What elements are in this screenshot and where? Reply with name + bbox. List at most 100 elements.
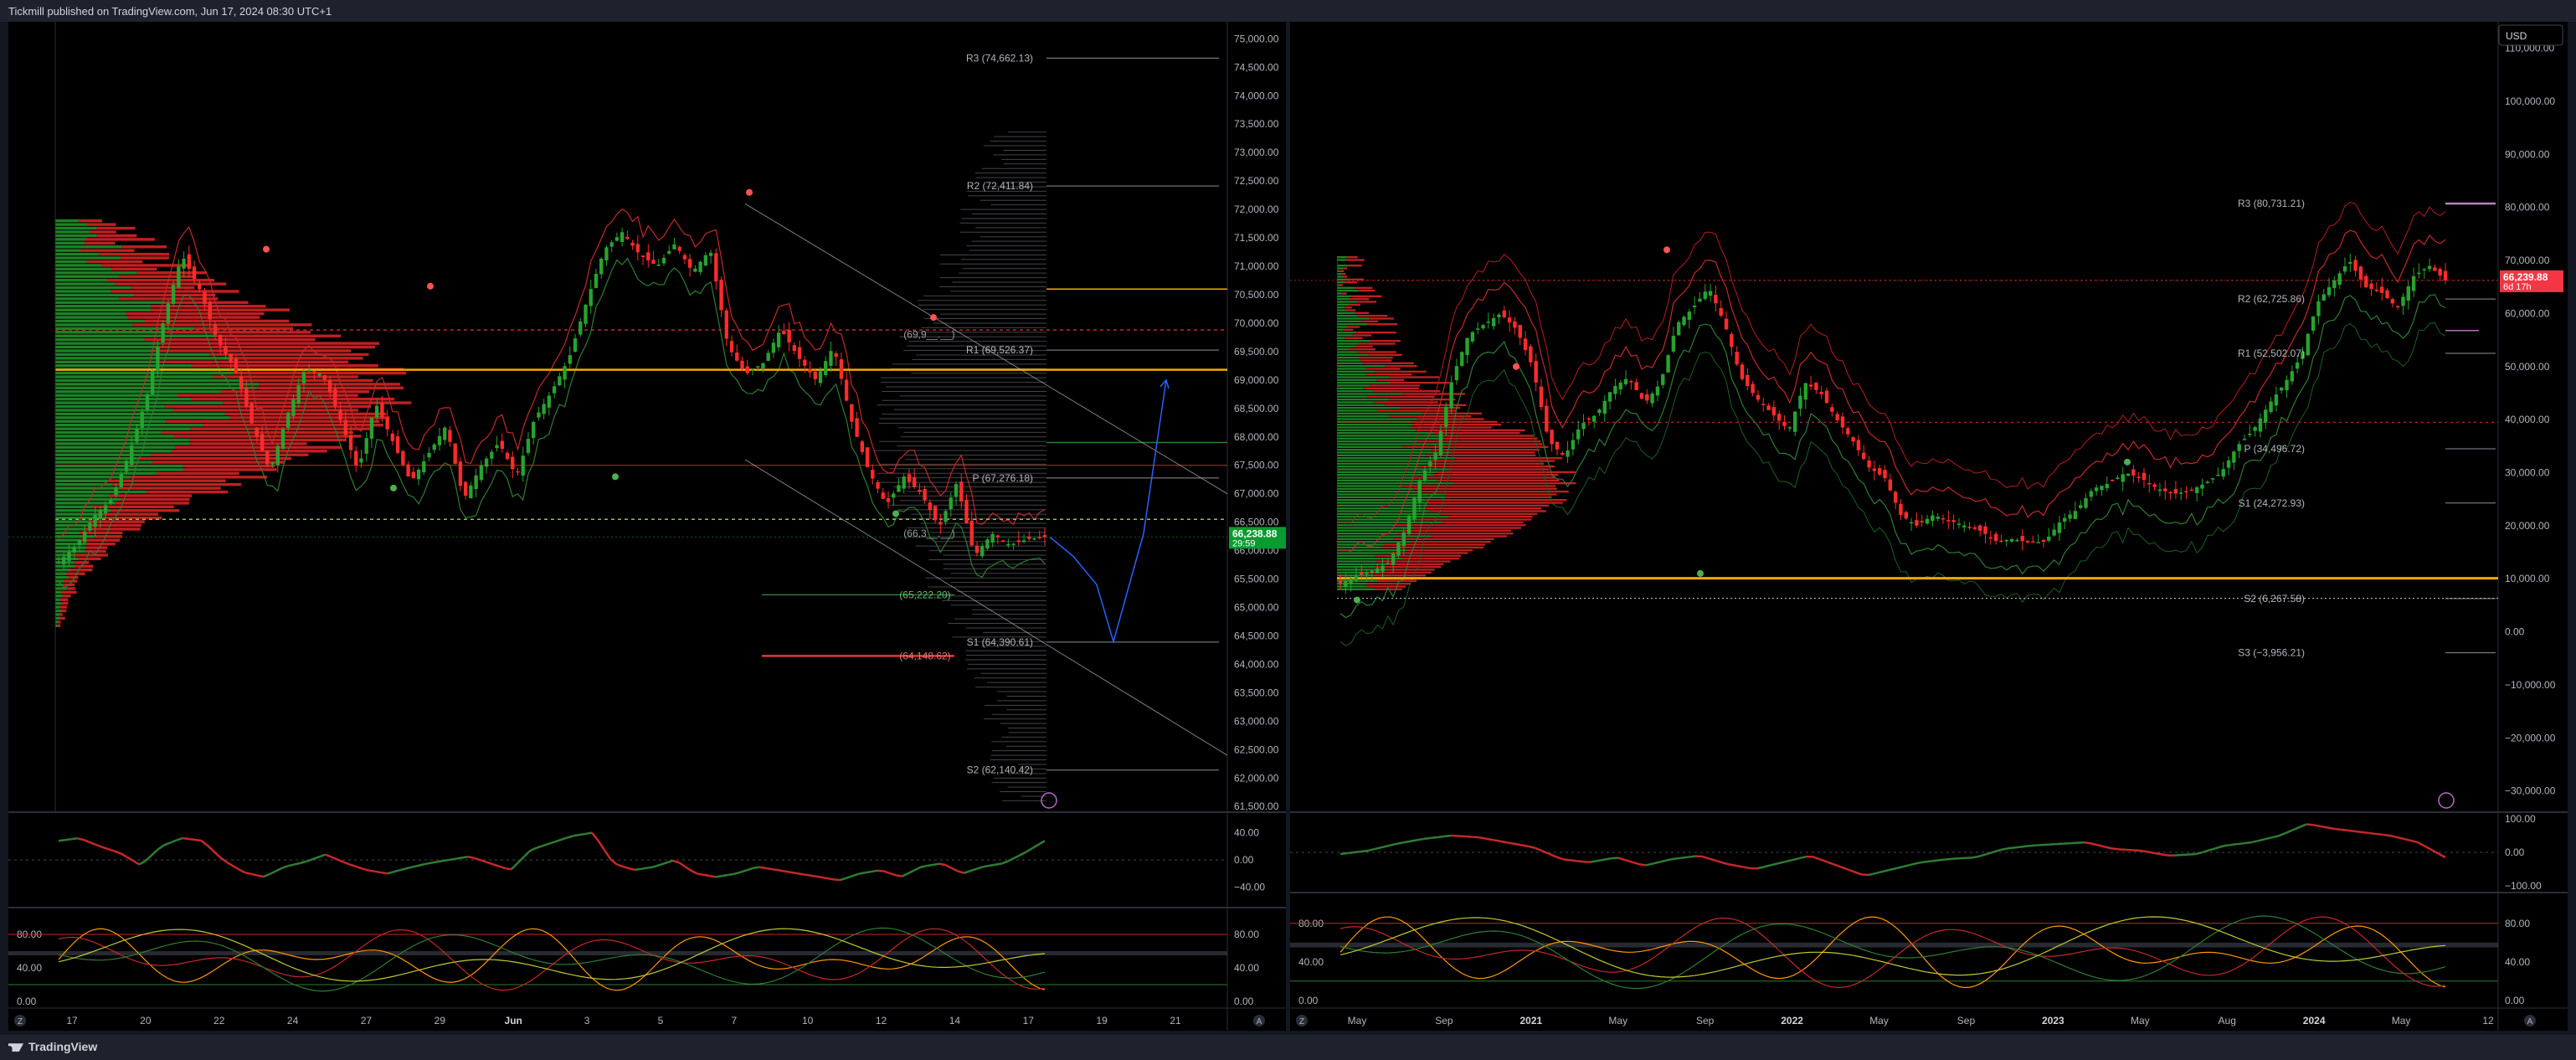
right-chart-panel[interactable]: R3 (80,731.21) R2 (62,725.86) R1 (52,502.0… [1290, 22, 2568, 1031]
volume-profile-buy [55, 494, 110, 497]
candle-up [2105, 484, 2109, 489]
pivot-label: S1 (64,390.61) [967, 636, 1033, 648]
candle-down [2020, 536, 2024, 542]
volume-profile-buy [55, 412, 225, 416]
volume-profile-sell [1377, 579, 1417, 582]
volume-profile-sell [1358, 290, 1375, 292]
candle-down [871, 470, 875, 479]
oscillator-segment [734, 871, 742, 875]
candle-down [969, 520, 974, 546]
candle-down [1507, 317, 1512, 323]
volume-profile-sell [232, 357, 363, 360]
candle-down [234, 358, 239, 373]
candle-down [808, 368, 812, 373]
candle-up [2210, 478, 2215, 480]
oscillator-segment [758, 866, 766, 870]
candle-up [2337, 273, 2342, 286]
candle-up [119, 474, 123, 487]
candle-up [1591, 415, 1597, 422]
oscillator-segment [2334, 827, 2342, 831]
candle-down [1983, 526, 1987, 534]
right-chart-svg[interactable]: R3 (80,731.21) R2 (62,725.86) R1 (52,502.0… [1290, 22, 2568, 1031]
candle-down [354, 450, 358, 466]
pivot-label: S2 (62,140.42) [967, 764, 1033, 776]
candle-up [1344, 580, 1348, 587]
price-tick-label: 70,000.00 [2505, 255, 2550, 266]
candle-up [1021, 540, 1026, 543]
oscillator-segment [1037, 840, 1046, 846]
tradingview-logo[interactable]: TradingView [8, 1040, 97, 1053]
currency-label[interactable]: USD [2506, 30, 2527, 42]
candle-up [1925, 518, 1930, 524]
faint-level-label: (65,222.20) [899, 589, 950, 600]
candle-up [1470, 332, 1475, 342]
oscillator-segment [1611, 857, 1619, 860]
volume-profile-buy [55, 390, 221, 394]
oscillator-segment [951, 867, 959, 872]
volume-profile-sell [1411, 426, 1492, 429]
oscillator-segment [554, 838, 562, 843]
candle-down [1920, 521, 1924, 522]
candle-down [1338, 580, 1343, 584]
oscillator-segment [790, 871, 797, 875]
candle-down [1545, 405, 1549, 432]
oscillator-segment [2063, 841, 2070, 845]
volume-profile-sell [1417, 518, 1532, 521]
candle-down [2390, 299, 2395, 304]
oscillator-segment [1381, 844, 1390, 849]
candle-up [944, 511, 948, 522]
volume-profile-buy [55, 419, 166, 423]
candle-down [1550, 430, 1554, 445]
last-price-badge [2500, 270, 2563, 292]
volume-profile-sell [1357, 301, 1377, 303]
price-tick-label: 67,500.00 [1234, 460, 1279, 471]
oscillator-segment [1396, 841, 1403, 846]
oscillator-segment [2070, 841, 2078, 845]
candle-up [609, 242, 614, 247]
volume-profile-sell [96, 226, 136, 230]
volume-profile-sell [1426, 454, 1536, 456]
candle-up [2052, 529, 2056, 536]
oscillator-segment [1874, 870, 1883, 875]
candle-down [380, 403, 384, 418]
candle-down [2136, 476, 2141, 478]
volume-profile-buy [55, 334, 216, 337]
candle-up [1909, 522, 1914, 524]
oscillator-segment [1520, 844, 1529, 847]
oscillator-segment [2424, 845, 2432, 852]
left-chart-panel[interactable]: R3 (74,662.13) R2 (72,411.84) R1 (69,526.3… [8, 22, 1293, 1031]
time-tick-label: 29 [434, 1015, 446, 1027]
volume-profile-sell [119, 486, 221, 490]
oscillator-segment [1868, 872, 1876, 877]
oscillator-segment [672, 859, 680, 864]
oscillator-segment [312, 856, 320, 861]
candle-down [255, 427, 260, 438]
oscillator-segment [933, 862, 940, 867]
volume-profile-buy [55, 360, 160, 364]
volume-profile-buy [55, 282, 116, 286]
volume-profile-buy [55, 616, 60, 620]
volume-profile-sell [1412, 424, 1502, 426]
price-tick-label: 73,500.00 [1234, 118, 1279, 130]
time-tick-label: 2021 [1519, 1015, 1542, 1027]
price-tick-label: −10,000.00 [2505, 679, 2556, 691]
stoch-tick-label: 40.00 [1234, 962, 1259, 974]
volume-profile-sell [1345, 337, 1363, 339]
volume-profile-buy [1337, 449, 1431, 451]
oscillator-segment [1472, 836, 1480, 839]
volume-profile-buy [1337, 284, 1339, 286]
left-time-axis: 17 20 22 24 27 29 Jun 3 5 7 10 12 14 17 19 21 Z A [14, 792, 1265, 1027]
candle-up [171, 285, 176, 305]
currency-selector[interactable]: USD [2498, 24, 2563, 46]
left-chart-svg[interactable]: R3 (74,662.13) R2 (72,411.84) R1 (69,526.3… [8, 22, 1293, 1031]
oscillator-segment [387, 871, 394, 875]
price-tick-label: 71,000.00 [1234, 260, 1279, 272]
volume-profile-sell [1454, 457, 1563, 460]
candle-down [395, 436, 400, 453]
stoch-tick-label: 80.00 [2505, 918, 2530, 929]
candle-up [1571, 440, 1576, 450]
oscillator-segment [2438, 852, 2446, 859]
pivot-label: R2 (72,411.84) [967, 180, 1033, 192]
candle-up [829, 351, 833, 366]
